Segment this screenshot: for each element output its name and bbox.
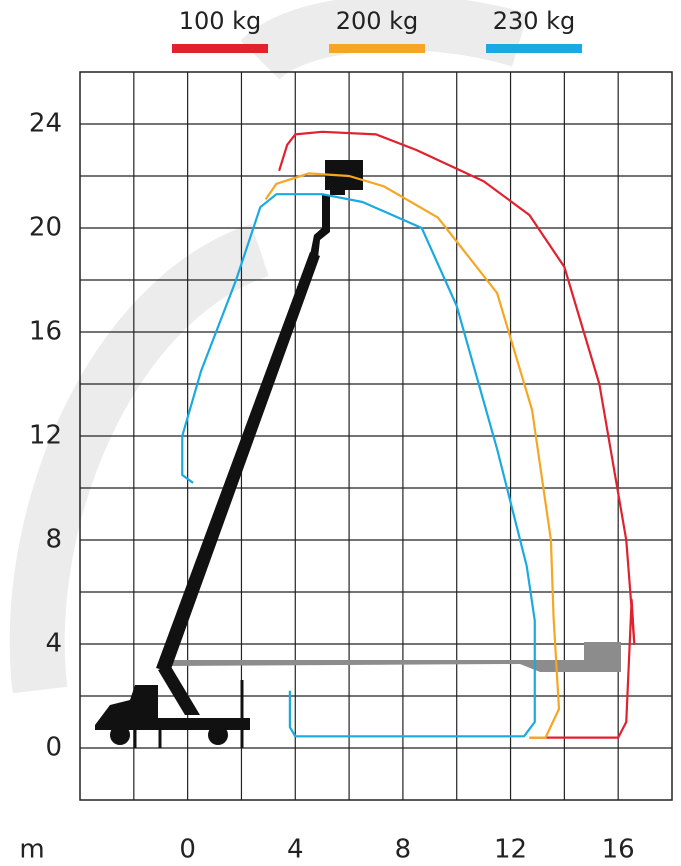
boom [156, 252, 320, 672]
legend-label: 230 kg [493, 7, 576, 35]
grid [80, 72, 672, 800]
basket-horizontal [584, 642, 621, 672]
legend: 100 kg 200 kg 230 kg [172, 7, 582, 53]
legend-swatch [486, 44, 582, 53]
wheel [110, 725, 130, 745]
legend-swatch [329, 44, 425, 53]
y-tick-label: 20 [29, 213, 62, 243]
curves [181, 130, 636, 739]
wheel [208, 725, 228, 745]
x-tick-label: 4 [287, 835, 304, 865]
range-curve [181, 193, 536, 738]
legend-swatch [172, 44, 268, 53]
y-tick-label: 4 [45, 629, 62, 659]
x-axis-label: m [19, 835, 44, 865]
x-tick-label: 8 [395, 835, 412, 865]
boom-horizontal [165, 660, 585, 672]
legend-label: 100 kg [179, 7, 262, 35]
machine-silhouette [95, 160, 621, 748]
y-tick-label: 8 [45, 525, 62, 555]
y-tick-label: 16 [29, 317, 62, 347]
truck [95, 685, 250, 730]
legend-label: 200 kg [336, 7, 419, 35]
boom-tip [310, 188, 345, 258]
y-tick-label: 24 [29, 109, 62, 139]
watermark-stroke [9, 223, 270, 694]
outriggers [133, 680, 244, 748]
y-tick-label: 12 [29, 421, 62, 451]
x-tick-label: 0 [179, 835, 196, 865]
range-curve [264, 172, 561, 739]
x-tick-label: 16 [602, 835, 635, 865]
y-tick-label: 0 [45, 733, 62, 763]
watermark-stroke [240, 0, 528, 81]
boom-base [158, 665, 200, 715]
x-tick-label: 12 [494, 835, 527, 865]
range-curve [278, 130, 636, 739]
